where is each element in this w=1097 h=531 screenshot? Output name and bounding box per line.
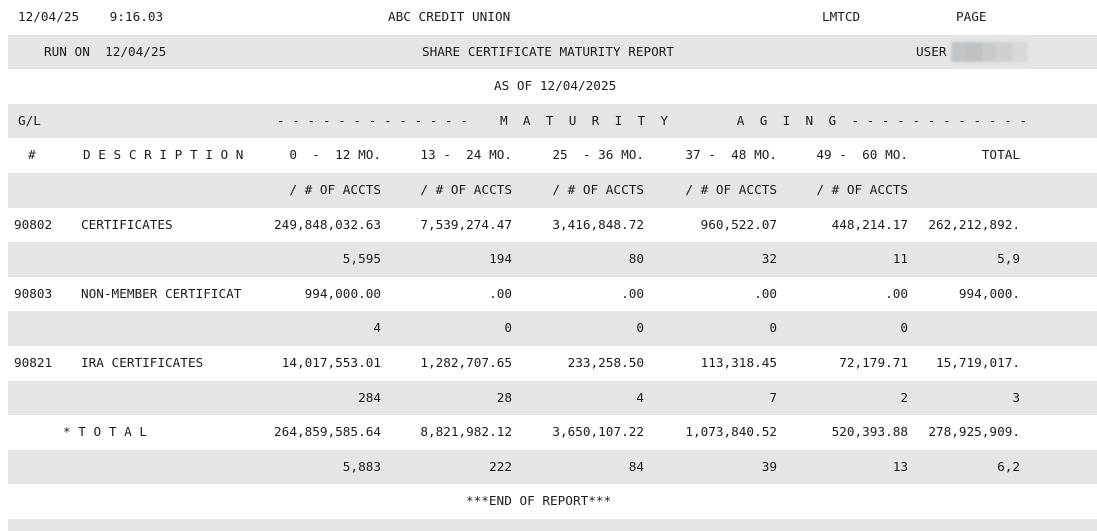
aging-dashes-left: - - - - - - - - - - - - - (277, 112, 468, 128)
gl-description: CERTIFICATES (81, 216, 173, 232)
count-cell: 28 (496, 389, 512, 405)
amount-cell: .00 (621, 285, 644, 301)
report-title-row: RUN ON 12/04/25 SHARE CERTIFICATE MATURI… (0, 34, 1097, 70)
total-amount-cell: 8,821,982.12 (420, 424, 512, 440)
count-cell: 5,595 (342, 251, 381, 267)
amount-cell: 3,416,848.72 (552, 216, 644, 232)
table-row-counts: 5,595 194 80 32 11 5,9 (0, 242, 1097, 277)
page-label: PAGE (956, 9, 987, 24)
aging-dashes-right: - - - - - - - - - - - - (851, 112, 1027, 128)
amount-cell: 994,000. (958, 285, 1020, 301)
accts-subheader-row: / # OF ACCTS / # OF ACCTS / # OF ACCTS /… (0, 172, 1097, 208)
amount-cell: 994,000.00 (304, 285, 381, 301)
count-cell: 5,9 (997, 251, 1020, 267)
accts-subheader: / # OF ACCTS (552, 181, 644, 197)
column-header-25-36: 25 - 36 MO. (552, 147, 644, 163)
aging-title: M A T U R I T Y A G I N G (500, 112, 837, 128)
amount-cell: 7,539,274.47 (420, 216, 512, 232)
as-of-row: AS OF 12/04/2025 (0, 69, 1097, 104)
count-cell: 0 (504, 320, 512, 336)
amount-cell: 960,522.07 (700, 216, 777, 232)
gl-number: 90803 (14, 285, 53, 301)
amount-cell: 233,258.50 (567, 354, 644, 370)
number-column-label: # (28, 147, 36, 163)
total-count-cell: 222 (489, 458, 512, 474)
amount-cell: 249,848,032.63 (274, 216, 381, 232)
table-row-amounts: 90821 IRA CERTIFICATES 14,017,553.01 1,2… (0, 346, 1097, 381)
column-header-row: # D E S C R I P T I O N 0 - 12 MO. 13 - … (0, 138, 1097, 173)
end-of-report-row: ***END OF REPORT*** (0, 484, 1097, 519)
table-row-counts: 4 0 0 0 0 (0, 311, 1097, 346)
count-cell: 0 (769, 320, 777, 336)
total-amount-cell: 278,925,909. (928, 424, 1020, 440)
report-code: LMTCD (822, 9, 861, 24)
count-cell: 194 (489, 251, 512, 267)
org-name: ABC CREDIT UNION (388, 9, 511, 24)
table-row-amounts: 90802 CERTIFICATES 249,848,032.63 7,539,… (0, 208, 1097, 243)
count-cell: 3 (1012, 389, 1020, 405)
gl-number: 90821 (14, 354, 53, 370)
accts-subheader: / # OF ACCTS (816, 181, 908, 197)
total-count-cell: 13 (892, 458, 908, 474)
amount-cell: .00 (885, 285, 908, 301)
amount-cell: 448,214.17 (831, 216, 908, 232)
table-row-counts: 284 28 4 7 2 3 (0, 380, 1097, 416)
total-label: * T O T A L (63, 424, 148, 440)
count-cell: 284 (358, 389, 381, 405)
user-value-redacted (951, 41, 1027, 62)
amount-cell: .00 (754, 285, 777, 301)
count-cell: 0 (636, 320, 644, 336)
count-cell: 80 (628, 251, 644, 267)
total-count-cell: 84 (628, 458, 644, 474)
total-count-cell: 5,883 (342, 458, 381, 474)
total-count-cell: 6,2 (997, 458, 1020, 474)
gl-label: G/L (18, 112, 41, 128)
column-header-37-48: 37 - 48 MO. (685, 147, 777, 163)
amount-cell: 113,318.45 (700, 354, 777, 370)
run-on-date: RUN ON 12/04/25 (44, 43, 167, 59)
amount-cell: 1,282,707.65 (420, 354, 512, 370)
gl-description: IRA CERTIFICATES (81, 354, 204, 370)
count-cell: 2 (900, 389, 908, 405)
accts-subheader: / # OF ACCTS (289, 181, 381, 197)
total-count-cell: 39 (761, 458, 777, 474)
description-column-label: D E S C R I P T I O N (83, 147, 244, 163)
user-label: USER (916, 43, 947, 59)
as-of-date: AS OF 12/04/2025 (494, 78, 617, 94)
amount-cell: 15,719,017. (935, 354, 1020, 370)
report-header-row: 12/04/25 9:16.03 ABC CREDIT UNION LMTCD … (0, 0, 1097, 35)
amount-cell: 72,179.71 (839, 354, 908, 370)
accts-subheader: / # OF ACCTS (420, 181, 512, 197)
total-row-counts: 5,883 222 84 39 13 6,2 (0, 449, 1097, 485)
count-cell: 0 (900, 320, 908, 336)
total-amount-cell: 264,859,585.64 (274, 424, 381, 440)
amount-cell: .00 (489, 285, 512, 301)
total-amount-cell: 3,650,107.22 (552, 424, 644, 440)
column-header-13-24: 13 - 24 MO. (420, 147, 512, 163)
maturity-aging-banner-row: G/L - - - - - - - - - - - - - M A T U R … (0, 103, 1097, 139)
amount-cell: 262,212,892. (928, 216, 1020, 232)
gl-number: 90802 (14, 216, 53, 232)
count-cell: 7 (769, 389, 777, 405)
count-cell: 4 (636, 389, 644, 405)
total-amount-cell: 1,073,840.52 (685, 424, 777, 440)
column-header-49-60: 49 - 60 MO. (816, 147, 908, 163)
count-cell: 32 (761, 251, 777, 267)
total-row-amounts: * T O T A L 264,859,585.64 8,821,982.12 … (0, 415, 1097, 450)
count-cell: 4 (373, 320, 381, 336)
gl-description: NON-MEMBER CERTIFICAT (81, 285, 242, 301)
accts-subheader: / # OF ACCTS (685, 181, 777, 197)
table-row-amounts: 90803 NON-MEMBER CERTIFICAT 994,000.00 .… (0, 277, 1097, 312)
amount-cell: 14,017,553.01 (281, 354, 381, 370)
total-amount-cell: 520,393.88 (831, 424, 908, 440)
count-cell: 11 (892, 251, 908, 267)
end-of-report-text: ***END OF REPORT*** (466, 493, 612, 509)
bottom-band-row (0, 518, 1097, 531)
column-header-total: TOTAL (981, 147, 1020, 163)
report-title: SHARE CERTIFICATE MATURITY REPORT (422, 43, 675, 59)
column-header-0-12: 0 - 12 MO. (289, 147, 381, 163)
run-datetime: 12/04/25 9:16.03 (18, 9, 164, 24)
